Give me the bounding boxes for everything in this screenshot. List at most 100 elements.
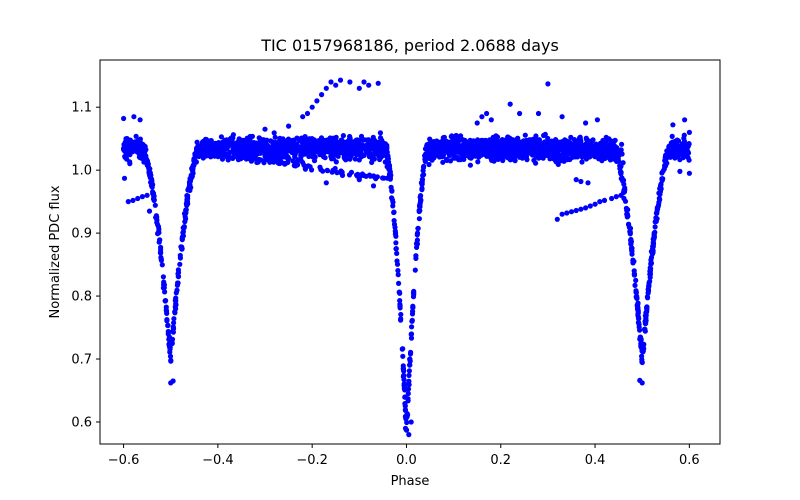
data-point [399, 346, 405, 352]
data-point [262, 138, 268, 144]
data-point [655, 206, 661, 212]
data-point [285, 156, 291, 162]
data-point [619, 141, 625, 147]
data-point [398, 311, 404, 318]
data-point [356, 152, 362, 158]
data-point [372, 143, 379, 149]
data-point [405, 398, 411, 404]
data-point [452, 134, 458, 140]
data-point [202, 149, 208, 155]
data-point [247, 133, 253, 140]
data-point [404, 419, 410, 426]
data-point [406, 432, 412, 438]
data-point [644, 305, 650, 311]
data-point [402, 425, 409, 431]
data-point [133, 133, 139, 139]
data-point [488, 153, 494, 159]
data-point [584, 137, 590, 143]
data-point [389, 187, 395, 193]
data-point [556, 147, 562, 153]
data-point [318, 135, 325, 141]
data-point [639, 353, 645, 359]
data-point [326, 149, 332, 155]
data-point [356, 157, 362, 163]
data-point [440, 159, 446, 165]
data-point [352, 144, 358, 150]
data-point [346, 172, 353, 178]
data-point [394, 258, 400, 264]
data-point [427, 144, 433, 150]
data-point [625, 221, 632, 228]
data-point [416, 216, 422, 222]
data-point [638, 345, 644, 351]
data-point [554, 151, 560, 157]
data-point [385, 159, 391, 165]
data-point [507, 101, 513, 107]
data-point [279, 142, 285, 149]
data-point [396, 280, 402, 286]
data-point [529, 138, 535, 144]
data-point [597, 140, 604, 146]
data-point [391, 221, 398, 227]
data-point [659, 176, 665, 183]
data-point [402, 403, 408, 409]
y-axis: 0.6 0.7 0.8 0.9 1.0 1.1 [71, 101, 100, 430]
data-point [253, 144, 259, 151]
data-point [181, 224, 187, 230]
data-point [522, 132, 528, 138]
data-point [594, 154, 600, 160]
data-point [170, 378, 176, 384]
data-point [171, 320, 177, 326]
data-point [300, 114, 306, 120]
data-point [574, 147, 580, 153]
data-point [639, 359, 645, 366]
data-point [304, 110, 311, 117]
data-point [170, 325, 177, 331]
data-point [328, 79, 334, 85]
data-point [645, 290, 651, 296]
data-point [309, 104, 315, 110]
data-point [314, 98, 320, 104]
data-point [183, 216, 189, 222]
data-point [488, 147, 494, 153]
data-point [452, 148, 458, 154]
data-point [323, 85, 329, 91]
data-point [137, 142, 143, 148]
data-point [306, 136, 313, 142]
data-point [167, 344, 173, 350]
data-point [442, 148, 448, 154]
data-point [426, 161, 432, 168]
x-tick-label: −0.2 [296, 453, 328, 468]
data-point [261, 160, 267, 166]
data-point [484, 153, 490, 159]
data-point [593, 148, 599, 154]
data-point [333, 159, 339, 165]
data-point [633, 277, 639, 283]
data-point [545, 81, 551, 87]
data-point [599, 158, 605, 164]
data-point [370, 134, 376, 140]
data-point [294, 162, 301, 168]
x-tick-label: 0.4 [585, 453, 606, 468]
data-point [491, 135, 497, 141]
data-point [337, 141, 343, 147]
data-point [264, 156, 270, 162]
data-point [280, 136, 286, 142]
data-point [634, 295, 640, 301]
data-point [637, 377, 643, 383]
data-point [506, 153, 512, 159]
data-point [657, 190, 663, 196]
data-point [549, 144, 556, 150]
chart-title: TIC 0157968186, period 2.0688 days [260, 36, 559, 55]
data-point [629, 247, 635, 253]
y-tick-label: 0.7 [71, 353, 92, 368]
data-point [420, 172, 426, 179]
data-point [162, 298, 168, 304]
data-point [311, 137, 317, 143]
data-point [400, 374, 406, 380]
data-point [358, 133, 365, 139]
data-point [390, 203, 396, 209]
data-point [243, 156, 249, 162]
data-point [541, 151, 547, 157]
data-point [190, 170, 196, 176]
